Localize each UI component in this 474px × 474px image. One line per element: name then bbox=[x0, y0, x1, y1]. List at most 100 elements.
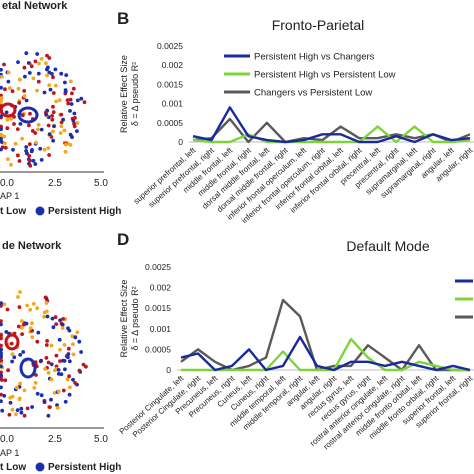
scatter-point bbox=[57, 337, 62, 342]
scatter-point bbox=[24, 149, 28, 153]
scatter-point bbox=[75, 330, 80, 335]
scatter-point bbox=[72, 111, 77, 116]
scatter-point bbox=[24, 98, 29, 103]
scatter-point bbox=[57, 98, 62, 103]
scatter-point bbox=[43, 367, 47, 371]
scatter-point bbox=[33, 131, 38, 135]
scatter-point bbox=[44, 112, 49, 117]
y-tick-label: 0.001 bbox=[150, 324, 172, 334]
scatter-point bbox=[0, 147, 3, 152]
scatter-point bbox=[51, 138, 55, 143]
scatter-point bbox=[0, 301, 3, 306]
scatter-point bbox=[0, 385, 3, 390]
scatter-point bbox=[8, 395, 13, 400]
scatter-point bbox=[25, 303, 29, 308]
scatter-point bbox=[59, 120, 64, 125]
scatter-point bbox=[15, 127, 20, 131]
y-tick-label: 0.001 bbox=[162, 99, 184, 109]
scatter-point bbox=[67, 374, 71, 379]
scatter-point bbox=[18, 381, 22, 386]
scatter-top-tick-1: 2.5 bbox=[48, 178, 62, 189]
scatter-point bbox=[10, 89, 15, 94]
scatter-point bbox=[30, 148, 34, 152]
scatter-point bbox=[42, 400, 47, 404]
scatter-point bbox=[59, 112, 64, 117]
scatter-point bbox=[42, 90, 47, 95]
scatter-top-tick-2: 5.0 bbox=[94, 178, 108, 189]
scatter-point bbox=[67, 328, 72, 333]
scatter-point bbox=[11, 147, 15, 152]
scatter-point bbox=[10, 359, 15, 364]
scatter-point bbox=[0, 408, 5, 413]
scatter-point bbox=[19, 410, 24, 415]
scatter-point bbox=[63, 149, 68, 154]
line-chart-default-mode: D Default Mode Relative Effect Size δ = Δ p… bbox=[117, 230, 474, 451]
scatter-point bbox=[17, 305, 22, 309]
scatter-point bbox=[3, 87, 7, 92]
scatter-point bbox=[36, 122, 41, 127]
scatter-point bbox=[45, 53, 49, 58]
scatter-point bbox=[44, 343, 49, 347]
scatter-point bbox=[0, 74, 4, 79]
panel-label: D bbox=[117, 230, 129, 249]
y-tick-label: 0.0005 bbox=[157, 118, 183, 128]
scatter-point bbox=[77, 339, 82, 344]
y-tick-label: 0.0015 bbox=[145, 303, 171, 313]
legend-label-1: Persistent High vs Changers bbox=[254, 52, 375, 63]
scatter-point bbox=[77, 368, 82, 373]
scatter-point bbox=[0, 99, 3, 104]
scatter-point bbox=[12, 355, 17, 360]
scatter-point bbox=[73, 335, 78, 340]
scatter-point bbox=[50, 114, 54, 118]
scatter-point bbox=[19, 326, 24, 330]
scatter-point bbox=[31, 158, 36, 163]
scatter-point bbox=[71, 86, 76, 91]
series-line-1 bbox=[192, 106, 471, 144]
scatter-point bbox=[75, 98, 80, 103]
scatter-panel-bottom: de Network 0.0 2.5 5.0 AP 1 t Low Persis… bbox=[0, 240, 121, 473]
scatter-point bbox=[18, 290, 22, 294]
scatter-point bbox=[23, 74, 27, 79]
scatter-point bbox=[12, 122, 16, 126]
scatter-point bbox=[63, 80, 67, 85]
scatter-point bbox=[66, 346, 71, 351]
y-tick-label: 0 bbox=[178, 137, 183, 147]
scatter-point bbox=[28, 326, 33, 331]
scatter-point bbox=[46, 371, 51, 375]
scatter-point bbox=[27, 142, 32, 147]
scatter-bottom-ellipse-red bbox=[4, 333, 20, 351]
scatter-point bbox=[0, 127, 3, 132]
scatter-point bbox=[82, 100, 87, 105]
scatter-point bbox=[51, 91, 56, 95]
scatter-point bbox=[24, 321, 29, 326]
scatter-point bbox=[45, 339, 49, 343]
scatter-point bbox=[35, 391, 40, 396]
scatter-point bbox=[52, 124, 56, 129]
scatter-point bbox=[47, 153, 51, 157]
scatter-point bbox=[67, 359, 72, 364]
scatter-point bbox=[66, 355, 70, 360]
scatter-point bbox=[2, 393, 7, 398]
series-line-3 bbox=[180, 298, 470, 372]
scatter-point bbox=[27, 71, 32, 75]
scatter-point bbox=[31, 302, 36, 306]
scatter-point bbox=[15, 408, 20, 412]
scatter-point bbox=[26, 61, 31, 65]
scatter-point bbox=[45, 314, 50, 319]
scatter-point bbox=[32, 386, 37, 390]
scatter-point bbox=[53, 67, 58, 72]
y-tick-label: 0.0005 bbox=[145, 344, 171, 354]
scatter-point bbox=[3, 145, 8, 150]
scatter-top-ellipse-blue bbox=[17, 106, 39, 124]
scatter-point bbox=[33, 162, 38, 166]
scatter-point bbox=[19, 319, 24, 323]
scatter-point bbox=[53, 83, 58, 88]
scatter-point bbox=[4, 110, 9, 115]
scatter-bottom-title: de Network bbox=[2, 240, 62, 252]
scatter-point bbox=[53, 315, 58, 319]
scatter-point bbox=[46, 413, 51, 418]
scatter-point bbox=[18, 353, 23, 357]
scatter-point bbox=[7, 412, 12, 417]
scatter-point bbox=[14, 412, 18, 417]
scatter-point bbox=[63, 367, 67, 372]
